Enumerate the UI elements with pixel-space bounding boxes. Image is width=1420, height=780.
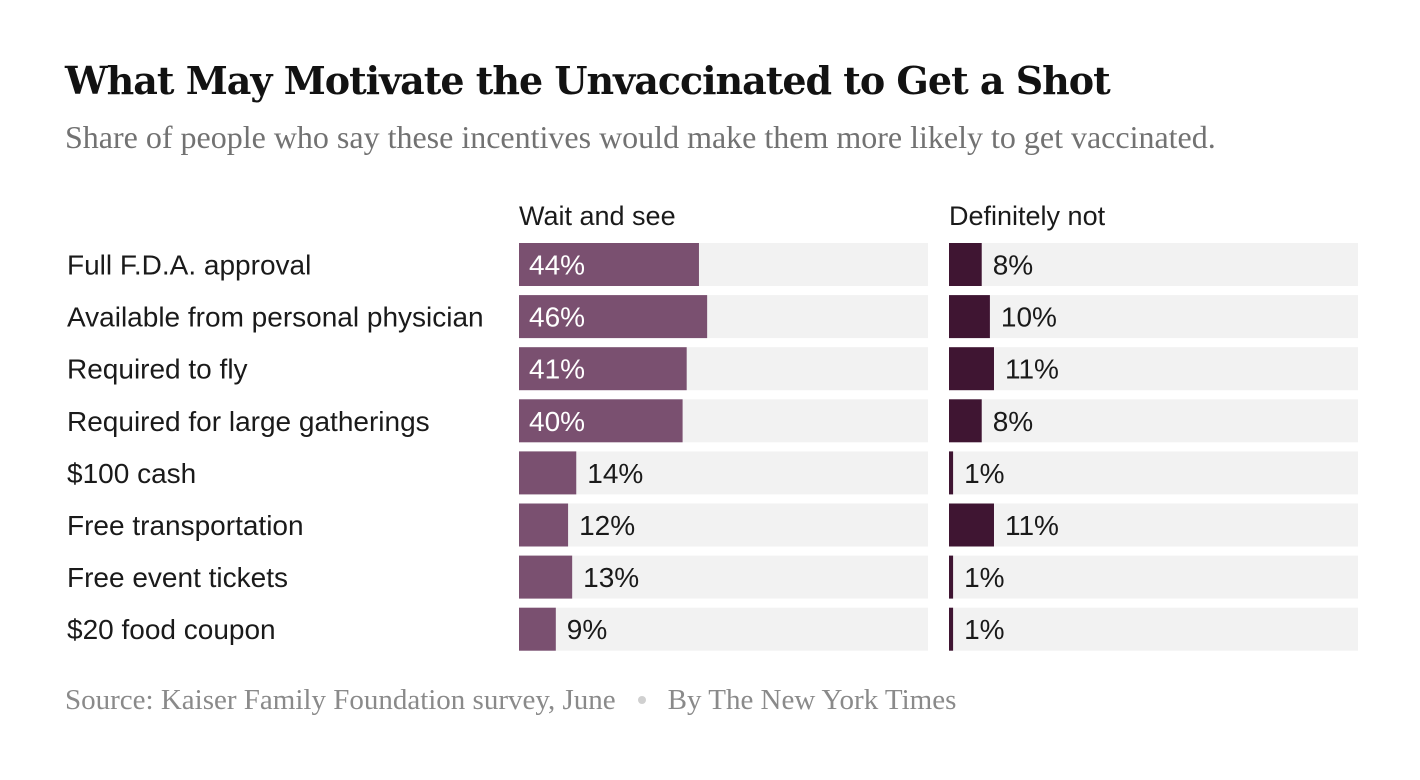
series-header-definitely-not: Definitely not	[949, 201, 1106, 231]
bar-track	[519, 451, 928, 495]
category-label: Required for large gatherings	[67, 406, 430, 437]
value-label: 8%	[993, 250, 1033, 281]
bar-definitely-not	[949, 243, 982, 286]
category-label: Free transportation	[67, 510, 304, 541]
value-label: 11%	[1005, 354, 1059, 385]
value-label: 46%	[529, 302, 585, 333]
value-label: 10%	[1001, 302, 1057, 333]
bar-track	[519, 503, 928, 547]
separator-dot	[637, 696, 646, 705]
bar-track	[949, 295, 1358, 339]
chart-subtitle: Share of people who say these incentives…	[65, 119, 1216, 155]
bar-definitely-not	[949, 555, 954, 599]
source-note: Source: Kaiser Family Foundation survey,…	[65, 684, 616, 716]
bar-track	[949, 555, 1358, 599]
bar-definitely-not	[949, 295, 990, 339]
value-label: 1%	[964, 614, 1004, 645]
value-label: 13%	[583, 562, 639, 593]
category-label: Full F.D.A. approval	[67, 250, 311, 281]
value-label: 1%	[964, 458, 1004, 489]
byline: By The New York Times	[667, 684, 957, 716]
bar-definitely-not	[949, 607, 954, 651]
bar-track	[519, 607, 928, 651]
bar-wait-and-see	[519, 607, 556, 651]
value-label: 12%	[579, 510, 635, 541]
category-label: Free event tickets	[67, 562, 288, 593]
bar-track	[949, 347, 1358, 391]
category-label: Available from personal physician	[67, 302, 484, 333]
bar-track	[949, 503, 1358, 547]
bar-wait-and-see	[519, 451, 577, 495]
bar-wait-and-see	[519, 295, 708, 339]
bar-chart: Wait and see Definitely not Full F.D.A. ap…	[67, 201, 1358, 651]
bar-definitely-not	[949, 399, 982, 443]
category-label: $100 cash	[67, 458, 196, 489]
category-label: Required to fly	[67, 354, 248, 385]
value-label: 8%	[993, 406, 1033, 437]
bar-track	[949, 399, 1358, 443]
value-label: 44%	[529, 250, 585, 281]
value-label: 40%	[529, 406, 585, 437]
bar-definitely-not	[949, 347, 994, 391]
bar-wait-and-see	[519, 503, 569, 547]
bar-wait-and-see	[519, 347, 687, 391]
value-label: 9%	[567, 614, 607, 645]
value-label: 41%	[529, 354, 585, 385]
bar-wait-and-see	[519, 243, 699, 286]
value-label: 1%	[964, 562, 1004, 593]
bar-track	[949, 451, 1358, 495]
series-header-wait-and-see: Wait and see	[519, 201, 676, 231]
value-label: 11%	[1005, 510, 1059, 541]
bar-wait-and-see	[519, 399, 683, 443]
value-label: 14%	[587, 458, 643, 489]
bar-track	[949, 243, 1358, 286]
bar-track	[519, 555, 928, 599]
bar-definitely-not	[949, 451, 954, 495]
footer: Source: Kaiser Family Foundation survey,…	[65, 684, 956, 717]
bar-wait-and-see	[519, 555, 573, 599]
chart-title: What May Motivate the Unvaccinated to Ge…	[65, 58, 1111, 103]
bar-definitely-not	[949, 503, 994, 547]
bar-track	[949, 607, 1358, 651]
category-label: $20 food coupon	[67, 614, 276, 645]
